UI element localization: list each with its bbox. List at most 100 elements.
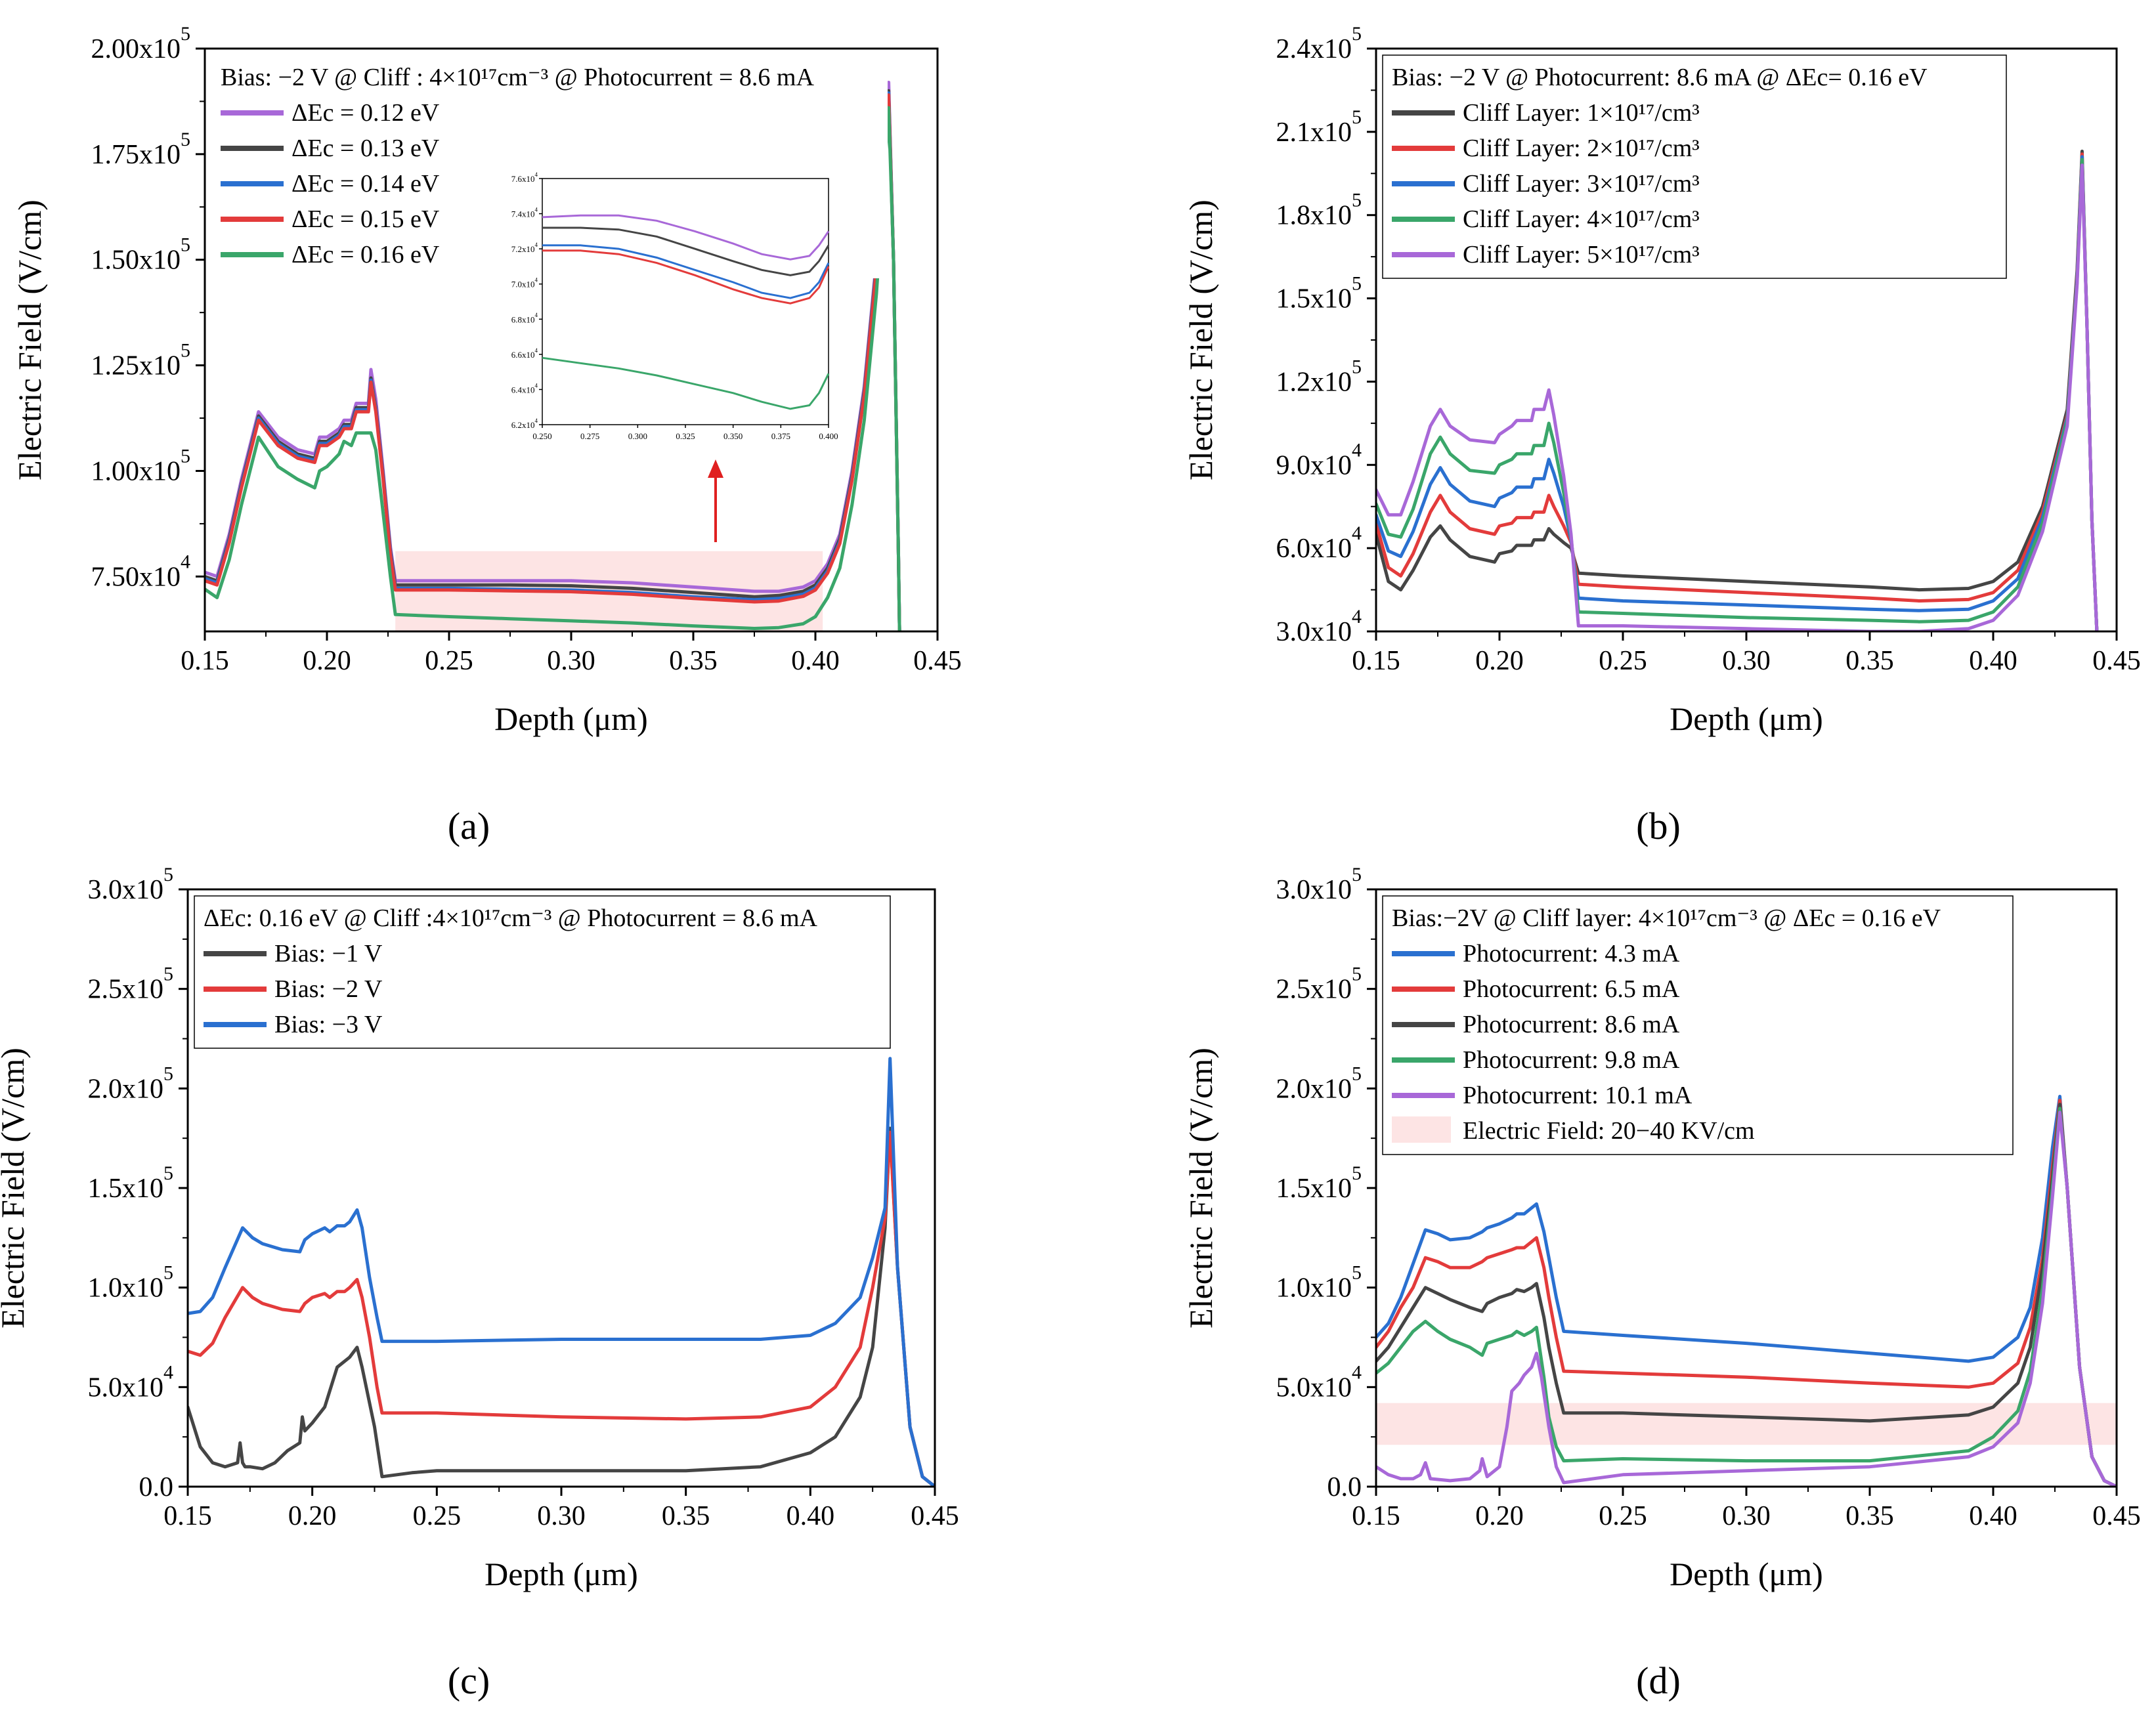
inset-series-line-3 — [542, 244, 830, 299]
x-tick-label: 0.30 — [537, 1501, 586, 1531]
y-tick-label: 9.0x104 — [1276, 439, 1362, 480]
y-tick-label: 1.0x105 — [88, 1262, 174, 1304]
x-tick-label: 0.40 — [787, 1501, 835, 1531]
panel-label: (b) — [1636, 805, 1681, 847]
inset-y-tick-label: 6.2x104 — [511, 417, 538, 430]
inset-series-line-2 — [542, 226, 830, 276]
panel-label: (d) — [1636, 1659, 1681, 1702]
x-tick-label: 0.25 — [425, 646, 473, 676]
inset-x-tick-label: 0.275 — [580, 431, 599, 441]
x-tick-label: 0.15 — [1352, 646, 1400, 676]
y-axis-label: Electric Field (V/cm) — [1182, 200, 1219, 480]
y-tick-label: 1.5x105 — [88, 1162, 174, 1204]
x-axis-label: Depth (μm) — [1670, 700, 1823, 737]
inset: 0.250 0.275 0.300 0.325 0.350 0.375 0.400 6.2x1… — [511, 171, 838, 441]
inset-x-tick-label: 0.375 — [771, 431, 790, 441]
y-tick-label: 7.50x104 — [91, 551, 191, 592]
inset-y-tick-label: 6.8x104 — [511, 312, 538, 324]
series-line-1 — [188, 1126, 935, 1487]
x-tick-label: 0.25 — [413, 1501, 462, 1531]
y-tick-label: 2.5x105 — [1276, 964, 1362, 1005]
x-tick-label: 0.35 — [669, 646, 718, 676]
y-tick-label: 1.8x105 — [1276, 190, 1362, 231]
y-tick-label: 1.25x105 — [91, 340, 191, 381]
legend-band-entry: Electric Field: 20−40 KV/cm — [1463, 1117, 1755, 1145]
x-tick-label: 0.20 — [288, 1501, 337, 1531]
series-line-4 — [205, 93, 901, 631]
panel-label: (c) — [448, 1659, 490, 1702]
y-tick-label: 1.0x105 — [1276, 1262, 1362, 1304]
y-tick-label: 1.5x105 — [1276, 1162, 1362, 1204]
series-group — [188, 1057, 935, 1487]
legend-entry: Photocurrent: 10.1 mA — [1463, 1082, 1692, 1109]
inset-y-tick-label: 7.2x104 — [511, 242, 538, 254]
y-tick-label: 1.50x105 — [91, 234, 191, 276]
x-tick-label: 0.40 — [1969, 1501, 2017, 1531]
x-axis-label: Depth (μm) — [1670, 1556, 1823, 1592]
legend-entry: Cliff Layer: 2×10¹⁷/cm³ — [1463, 135, 1700, 162]
legend-entry: ΔEc = 0.15 eV — [291, 205, 440, 233]
y-tick-label: 5.0x104 — [88, 1361, 174, 1403]
legend-entry: ΔEc = 0.14 eV — [291, 170, 440, 198]
y-tick-label: 2.00x105 — [91, 23, 191, 64]
legend-entry: Photocurrent: 8.6 mA — [1463, 1011, 1680, 1038]
x-tick-label: 0.45 — [2092, 646, 2141, 676]
arrow-head — [708, 459, 723, 478]
panel-label: (a) — [448, 805, 490, 847]
inset-x-tick-label: 0.325 — [676, 431, 695, 441]
x-tick-label: 0.35 — [1845, 1501, 1894, 1531]
y-tick-label: 3.0x104 — [1276, 606, 1362, 647]
x-tick-label: 0.45 — [2092, 1501, 2141, 1531]
x-tick-label: 0.35 — [1845, 646, 1894, 676]
legend-title: Bias: −2 V @ Photocurrent: 8.6 mA @ ΔEc=… — [1392, 64, 1928, 91]
y-tick-label: 6.0x104 — [1276, 522, 1362, 564]
inset-x-tick-label: 0.300 — [628, 431, 647, 441]
inset-y-tick-label: 6.4x104 — [511, 382, 538, 394]
legend-entry: Bias: −2 V — [274, 975, 383, 1003]
inset-y-tick-label: 7.6x104 — [511, 171, 538, 184]
y-tick-label: 0.0 — [1327, 1472, 1362, 1502]
x-tick-label: 0.20 — [303, 646, 351, 676]
x-tick-label: 0.30 — [1722, 1501, 1771, 1531]
legend-box — [1382, 54, 2007, 279]
legend-entry: Cliff Layer: 4×10¹⁷/cm³ — [1463, 205, 1700, 233]
inset-x-tick-label: 0.400 — [819, 431, 838, 441]
series-line-3 — [188, 1057, 935, 1487]
y-tick-label: 2.0x105 — [88, 1063, 174, 1104]
y-tick-label: 5.0x104 — [1276, 1361, 1362, 1403]
y-tick-label: 2.4x105 — [1276, 23, 1362, 64]
inset-x-tick-label: 0.250 — [532, 431, 551, 441]
legend-entry: ΔEc = 0.12 eV — [291, 99, 440, 127]
panel-c: 0.15 0.20 0.25 0.30 0.35 0.40 0.45 0.0 5.0x104 1.… — [0, 864, 959, 1702]
x-tick-label: 0.45 — [913, 646, 962, 676]
y-axis-label: Electric Field (V/cm) — [11, 200, 48, 480]
legend-entry: Cliff Layer: 1×10¹⁷/cm³ — [1463, 99, 1700, 127]
legend-box — [194, 895, 891, 1049]
legend-entry: Photocurrent: 4.3 mA — [1463, 940, 1680, 967]
series-group — [1376, 1095, 2117, 1487]
inset-series-line-1 — [542, 214, 830, 261]
legend-entry: Bias: −3 V — [274, 1011, 383, 1038]
x-tick-label: 0.20 — [1475, 1501, 1524, 1531]
inset-series-line-5 — [542, 356, 830, 410]
y-axis-label: Electric Field (V/cm) — [0, 1048, 31, 1328]
x-axis-label: Depth (μm) — [494, 700, 648, 737]
y-tick-label: 1.00x105 — [91, 445, 191, 486]
y-tick-label: 3.0x105 — [88, 864, 174, 905]
legend-band-swatch — [1392, 1116, 1451, 1143]
panel-b: 0.15 0.20 0.25 0.30 0.35 0.40 0.45 3.0x104 6.0x1… — [1182, 23, 2141, 847]
inset-y-tick-label: 7.4x104 — [511, 206, 538, 219]
series-group — [1376, 150, 2099, 631]
legend-entry: Photocurrent: 6.5 mA — [1463, 975, 1680, 1003]
legend-entry: Photocurrent: 9.8 mA — [1463, 1046, 1680, 1074]
panel-d: 0.15 0.20 0.25 0.30 0.35 0.40 0.45 0.0 5.0x104 1.… — [1182, 864, 2141, 1702]
legend-title: Bias:−2V @ Cliff layer: 4×10¹⁷cm⁻³ @ ΔEc… — [1392, 904, 1941, 932]
y-axis-label: Electric Field (V/cm) — [1182, 1048, 1219, 1328]
legend-entry: Cliff Layer: 5×10¹⁷/cm³ — [1463, 241, 1700, 268]
x-tick-label: 0.40 — [791, 646, 840, 676]
legend-entry: ΔEc = 0.13 eV — [291, 135, 440, 162]
series-line-5 — [1376, 163, 2099, 631]
x-tick-label: 0.15 — [181, 646, 229, 676]
y-tick-label: 0.0 — [139, 1472, 174, 1502]
